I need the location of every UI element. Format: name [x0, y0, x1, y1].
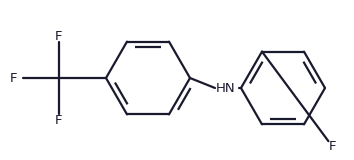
Text: F: F — [55, 113, 63, 127]
Text: F: F — [328, 140, 336, 152]
Text: F: F — [10, 72, 17, 84]
Text: F: F — [55, 29, 63, 43]
Text: HN: HN — [216, 81, 236, 95]
